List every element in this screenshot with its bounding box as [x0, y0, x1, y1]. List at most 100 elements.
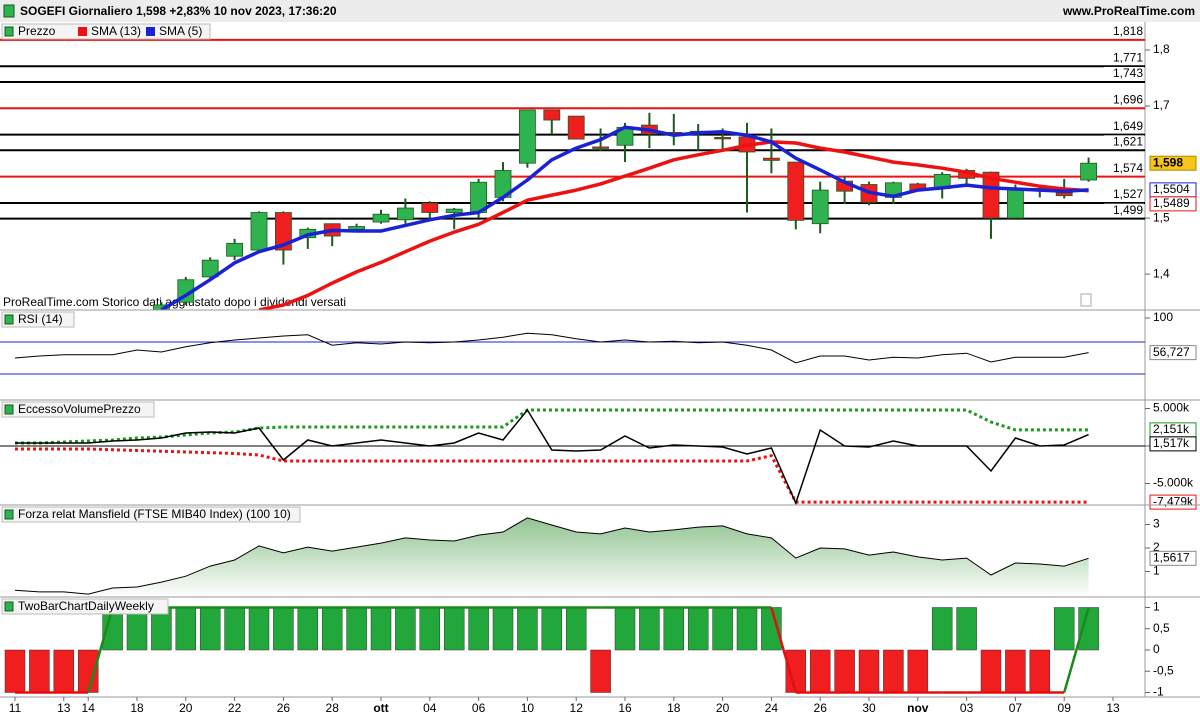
- last-value-badge: [1149, 494, 1197, 510]
- panel-icon: [4, 404, 14, 415]
- bar: [53, 649, 75, 693]
- panel-title: Forza relat Mansfield (FTSE MIB40 Index)…: [18, 507, 291, 521]
- candle-body: [592, 146, 609, 149]
- y-tick-label: 1,5: [1153, 210, 1170, 224]
- x-tick-label: 04: [423, 701, 437, 715]
- rsi-line: [14, 332, 1089, 364]
- panel-title-box: [1, 598, 169, 615]
- last-value-label: -7,479k: [1153, 494, 1194, 508]
- panel-plot: [0, 517, 1089, 597]
- x-tick-label: 06: [472, 701, 486, 715]
- level-label: 1,574: [1113, 161, 1143, 175]
- candle-body: [714, 137, 731, 140]
- x-tick-label: 13: [1106, 701, 1120, 715]
- y-tick-label: 5.000k: [1153, 401, 1190, 415]
- y-tick-label: 1: [1153, 600, 1160, 614]
- area-fill: [0, 517, 1089, 597]
- panel-icon: [4, 314, 14, 325]
- y-tick-label: -5.000k: [1153, 476, 1194, 490]
- last-value-label: 1,5617: [1153, 550, 1190, 564]
- header-icon: [3, 4, 15, 18]
- bar: [273, 607, 294, 651]
- bar: [1053, 607, 1075, 651]
- level-label-box: [1104, 187, 1144, 201]
- panel-title: RSI (14): [18, 312, 63, 326]
- panel-icon: [4, 26, 14, 37]
- legend-label: Prezzo: [18, 24, 56, 38]
- y-tick-label: 0: [1153, 642, 1160, 656]
- panel-plot: [4, 606, 1099, 694]
- candle-body: [372, 213, 390, 223]
- x-tick-label: 24: [765, 701, 779, 715]
- bar: [541, 607, 563, 651]
- y-tick-label: 2: [1153, 540, 1160, 554]
- y-tick-label: 1,8: [1153, 42, 1170, 56]
- x-tick-label: 20: [716, 701, 730, 715]
- bar: [199, 607, 221, 651]
- candle-body: [226, 242, 244, 257]
- x-tick-label: 09: [1058, 701, 1072, 715]
- candle-body: [519, 109, 536, 164]
- bar: [4, 649, 26, 693]
- bar: [492, 607, 514, 651]
- bar: [517, 607, 538, 651]
- candle-body: [421, 202, 439, 213]
- info-icon[interactable]: [1080, 293, 1092, 307]
- level-label: 1,818: [1113, 24, 1143, 38]
- candle-body: [543, 109, 561, 121]
- bar: [1005, 649, 1026, 693]
- panel-title-box: [1, 23, 211, 40]
- candle-body: [1055, 192, 1073, 197]
- bar: [346, 607, 367, 651]
- x-tick-label: 18: [130, 701, 144, 715]
- bar: [907, 649, 929, 693]
- x-tick-label: 07: [1009, 701, 1023, 715]
- x-tick-label: ott: [373, 701, 388, 715]
- last-value-badge: [1149, 345, 1197, 361]
- x-tick-label: 28: [326, 701, 340, 715]
- candle-body: [763, 157, 780, 161]
- header-bar: [0, 0, 1200, 22]
- bar: [931, 607, 953, 651]
- x-tick-label: 16: [618, 701, 632, 715]
- bar: [1029, 649, 1051, 693]
- level-label-box: [1104, 135, 1144, 149]
- panel-plot: [0, 38, 1145, 310]
- weekly-line: [1062, 607, 1090, 693]
- sma-line: [258, 140, 1089, 310]
- candle-body: [152, 304, 170, 310]
- candle-body: [348, 226, 366, 230]
- x-tick-label: 10: [521, 701, 535, 715]
- area-line: [14, 517, 1089, 595]
- level-label-box: [1104, 66, 1144, 80]
- last-value-label: 2,151k: [1153, 422, 1190, 436]
- panel-title-box: [1, 401, 155, 418]
- last-value-badge: [1149, 436, 1197, 452]
- panel-title: TwoBarChartDailyWeekly: [18, 599, 154, 613]
- indicator-line: [15, 408, 1089, 445]
- level-label: 1,649: [1113, 119, 1143, 133]
- panel-plot: [0, 408, 1145, 505]
- panel-title-box: [1, 311, 75, 328]
- candle-body: [982, 171, 1000, 219]
- legend-swatch: [146, 27, 155, 36]
- legend-label: SMA (5): [159, 24, 202, 38]
- level-label-box: [1104, 119, 1144, 133]
- bar: [858, 649, 880, 693]
- bar: [639, 607, 660, 651]
- legend-label: SMA (13): [91, 24, 141, 38]
- indicator-line: [15, 408, 1089, 505]
- y-tick-label: -1: [1153, 685, 1164, 699]
- x-tick-label: 13: [57, 701, 71, 715]
- bar: [321, 607, 343, 651]
- legend-swatch: [78, 27, 87, 36]
- sma-line: [160, 125, 1089, 310]
- bar: [29, 649, 50, 693]
- panel-icon: [4, 509, 14, 520]
- candle-body: [1007, 188, 1024, 219]
- bar: [687, 607, 709, 651]
- panel-plot: [0, 332, 1145, 375]
- bar: [468, 607, 489, 651]
- candle-body: [250, 212, 268, 251]
